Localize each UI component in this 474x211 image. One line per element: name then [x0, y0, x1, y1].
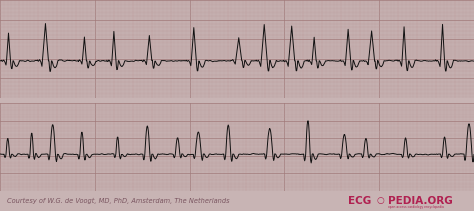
Text: ECG: ECG [348, 196, 372, 206]
Text: PEDIA.ORG: PEDIA.ORG [388, 196, 453, 206]
Text: open access cardiology encyclopedia: open access cardiology encyclopedia [388, 205, 444, 209]
Text: ○: ○ [377, 196, 384, 205]
Text: Courtesy of W.G. de Voogt, MD, PhD, Amsterdam, The Netherlands: Courtesy of W.G. de Voogt, MD, PhD, Amst… [7, 198, 230, 204]
